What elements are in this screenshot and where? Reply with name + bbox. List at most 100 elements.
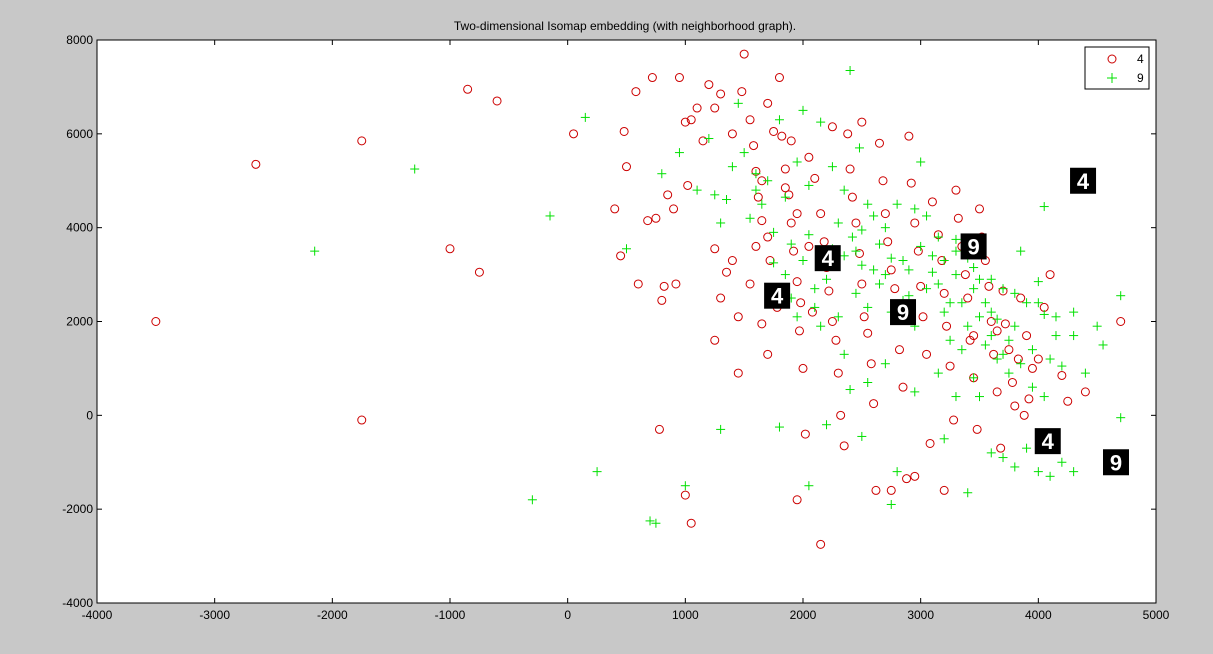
- series-4-point: [659, 281, 669, 291]
- x-tick-label: 0: [564, 608, 571, 622]
- series-4-point: [1022, 331, 1032, 341]
- y-tick-label: -4000: [62, 596, 93, 610]
- series-9-point: [822, 420, 832, 430]
- series-4-point: [680, 117, 690, 127]
- series-4-point: [1033, 354, 1043, 364]
- series-4-point: [831, 335, 841, 345]
- series-9-point: [945, 335, 955, 345]
- series-9-point: [545, 211, 555, 221]
- series-9-point: [863, 302, 873, 312]
- series-9-point: [592, 467, 602, 477]
- series-9-point: [869, 265, 879, 275]
- series-4-point: [757, 319, 767, 329]
- series-4-point: [845, 164, 855, 174]
- series-4-point: [733, 312, 743, 322]
- series-9-point: [951, 392, 961, 402]
- series-9-point: [1057, 457, 1067, 467]
- series-9-point: [1045, 354, 1055, 364]
- series-9-point: [986, 448, 996, 458]
- series-9-point: [951, 234, 961, 244]
- series-9-point: [851, 288, 861, 298]
- series-9-point: [892, 467, 902, 477]
- series-4-point: [836, 410, 846, 420]
- series-9-point: [951, 246, 961, 256]
- series-9-point: [845, 385, 855, 395]
- series-4-point: [1116, 317, 1126, 326]
- series-4-point: [463, 84, 473, 94]
- series-9-point: [951, 270, 961, 280]
- thumbnail-digit: 9: [897, 300, 909, 325]
- y-tick-label: 8000: [66, 33, 93, 47]
- series-4-point: [843, 129, 853, 139]
- series-4-point: [777, 131, 787, 141]
- series-9-point: [1010, 288, 1020, 298]
- series-4-point: [753, 192, 763, 202]
- series-4-point: [631, 87, 641, 97]
- series-9-point: [1045, 471, 1055, 481]
- series-4-point: [898, 382, 908, 392]
- series-9-point: [1022, 443, 1032, 453]
- series-4-point: [686, 518, 696, 528]
- series-4-point: [939, 485, 949, 495]
- series-9-point: [916, 157, 926, 167]
- series-9-point: [1033, 277, 1043, 287]
- series-9-point: [727, 162, 737, 172]
- series-4-point: [610, 204, 620, 214]
- digit-thumbnail: 4: [764, 282, 791, 309]
- series-4-point: [745, 115, 755, 125]
- y-tick-label: 4000: [66, 221, 93, 235]
- x-axis-tick-labels: -4000 -3000 -2000 -1000 0 1000 2000 3000 4000 500…: [82, 608, 1170, 622]
- series-4-point: [886, 485, 896, 495]
- series-4-point: [716, 293, 726, 303]
- series-9-point: [710, 190, 720, 200]
- series-9-point: [769, 227, 779, 237]
- series-4-point: [704, 80, 714, 90]
- series-9-point: [833, 218, 843, 228]
- thumbnail-digit: 4: [822, 246, 835, 271]
- series-4-point: [1000, 319, 1010, 329]
- series-9-point: [874, 239, 884, 249]
- series-9-point: [786, 239, 796, 249]
- series-4-point: [1019, 410, 1029, 420]
- series-4-point: [972, 424, 982, 434]
- series-4-point: [763, 349, 773, 359]
- series-4-point: [894, 345, 904, 355]
- series-4-point: [804, 241, 814, 251]
- series-9-point: [810, 302, 820, 312]
- series-9-point: [969, 263, 979, 273]
- series-9-point: [998, 349, 1008, 359]
- series-4-point: [657, 295, 667, 305]
- series-9-point: [1116, 291, 1126, 301]
- series-9-point: [822, 274, 832, 284]
- series-4-point: [874, 138, 884, 148]
- series-9-point: [804, 481, 814, 491]
- series-9-point: [986, 331, 996, 341]
- series-9-point: [975, 392, 984, 402]
- x-tick-label: 3000: [907, 608, 934, 622]
- series-4-point: [789, 246, 799, 256]
- series-9-point: [980, 298, 990, 308]
- digit-thumbnail: 9: [890, 299, 917, 326]
- series-9-point: [1057, 361, 1067, 371]
- series-4-point: [739, 49, 749, 59]
- x-tick-label: -2000: [317, 608, 348, 622]
- series-4-point: [816, 209, 826, 219]
- series-9-point: [1069, 331, 1079, 341]
- series-9-point: [1027, 382, 1037, 392]
- series-4-point: [1063, 396, 1073, 406]
- series-4-point: [945, 361, 955, 371]
- series-9-point: [969, 373, 979, 383]
- series-9-point: [863, 199, 873, 209]
- series-9-point: [898, 256, 908, 266]
- series-4-point: [647, 73, 657, 83]
- series-4-point: [686, 115, 696, 125]
- series-4-point: [357, 415, 367, 425]
- legend-label-9: 9: [1137, 71, 1144, 85]
- series-4-point: [792, 277, 802, 287]
- x-tick-label: -3000: [199, 608, 230, 622]
- series-9-point: [963, 321, 973, 331]
- series-9-point: [957, 345, 967, 355]
- series-9-point: [939, 307, 949, 317]
- series-4-point: [633, 279, 643, 289]
